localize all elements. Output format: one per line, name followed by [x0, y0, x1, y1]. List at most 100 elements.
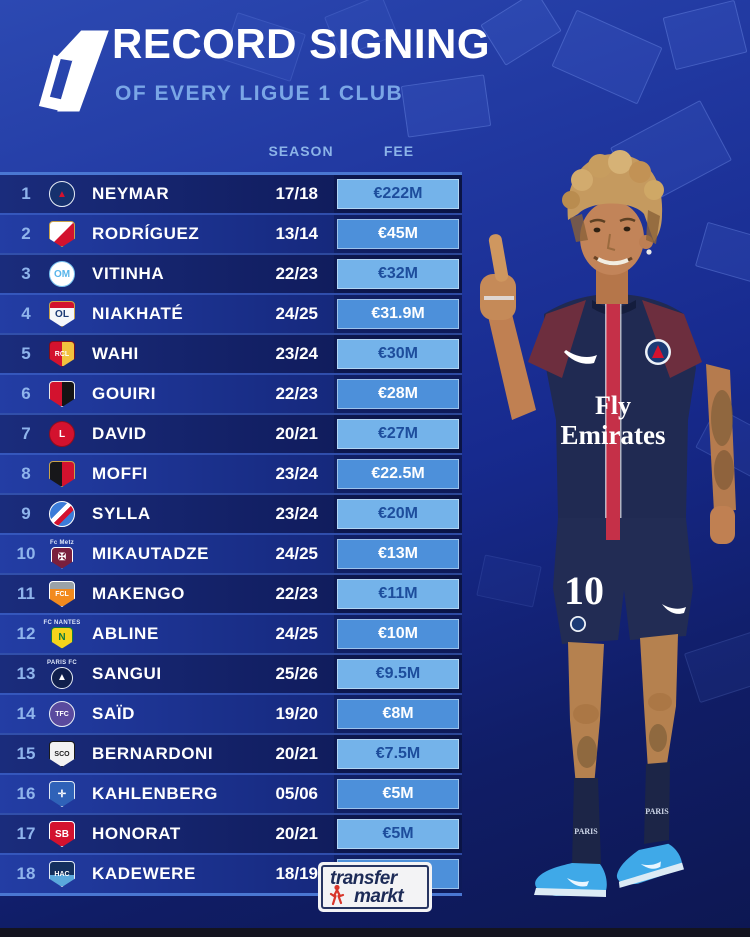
brand-text-transfer: transfer [330, 868, 397, 889]
club-crest: ▲ [44, 175, 80, 213]
rank-number: 18 [16, 864, 36, 883]
player-name: DAVID [92, 424, 147, 443]
column-header-season: SEASON [268, 143, 334, 159]
paris-saint-germain-crest-icon: ▲ [49, 181, 75, 207]
rank-number: 15 [16, 744, 36, 763]
banknote-shape [662, 0, 748, 71]
table-row-olympique-lyon: 4 OL NIAKHATÉ 24/25 €31.9M [0, 293, 462, 333]
ligue-1-logo [38, 30, 109, 112]
fee-badge: €8M [337, 699, 459, 729]
season-value: 05/06 [275, 784, 318, 803]
club-crest-caption: Fc Metz [49, 539, 75, 546]
season-value: 20/21 [275, 824, 318, 843]
player-name: MAKENGO [92, 584, 185, 603]
table-row-rc-lens: 5 RCL WAHI 23/24 €30M [0, 333, 462, 373]
season-value: 23/24 [275, 464, 318, 483]
season-value: 22/23 [275, 264, 318, 283]
fee-badge: €20M [337, 499, 459, 529]
table-row-stade-rennais: 6 GOUIRI 22/23 €28M [0, 373, 462, 413]
fee-badge: €27M [337, 419, 459, 449]
player-name: ABLINE [92, 624, 159, 643]
player-name: VITINHA [92, 264, 165, 283]
table-row-fc-nantes: 12 FC NANTES N ABLINE 24/25 €10M [0, 613, 462, 653]
toulouse-fc-crest-icon: TFC [49, 701, 75, 727]
fee-badge: €7.5M [337, 739, 459, 769]
club-crest: L [44, 415, 80, 453]
fee-badge: €222M [337, 179, 459, 209]
player-name: RODRÍGUEZ [92, 224, 200, 243]
rank-number: 1 [21, 184, 31, 203]
rank-number: 6 [21, 384, 31, 403]
rc-strasbourg-crest-icon [49, 501, 75, 527]
season-value: 22/23 [275, 584, 318, 603]
fee-badge: €11M [337, 579, 459, 609]
club-crest: FC NANTES N [43, 615, 81, 653]
angers-sco-crest-icon: SCO [49, 741, 75, 767]
transfermarkt-logo-frame [321, 865, 429, 909]
player-name: GOUIRI [92, 384, 157, 403]
table-row-aj-auxerre: 16 ✛ KAHLENBERG 05/06 €5M [0, 773, 462, 813]
club-crest: OL [44, 295, 80, 333]
rank-number: 13 [16, 664, 36, 683]
season-value: 19/20 [275, 704, 318, 723]
olympique-lyon-crest-icon: OL [49, 301, 75, 327]
club-crest [44, 215, 80, 253]
table-row-rc-strasbourg: 9 SYLLA 23/24 €20M [0, 493, 462, 533]
club-crest [44, 455, 80, 493]
season-value: 24/25 [275, 304, 318, 323]
table-row-fc-metz: 10 Fc Metz ✠ MIKAUTADZE 24/25 €13M [0, 533, 462, 573]
table-row-fc-lorient: 11 FCL MAKENGO 22/23 €11M [0, 573, 462, 613]
ogc-nice-crest-icon [49, 461, 75, 487]
rank-number: 11 [17, 584, 35, 603]
table-row-angers-sco: 15 SCO BERNARDONI 20/21 €7.5M [0, 733, 462, 773]
season-value: 17/18 [275, 184, 318, 203]
rank-number: 9 [21, 504, 31, 523]
season-value: 25/26 [275, 664, 318, 683]
club-crest: ✛ [44, 775, 80, 813]
fee-badge: €5M [337, 779, 459, 809]
stade-rennais-crest-icon [49, 381, 75, 407]
paris-fc-crest-icon: ▲ [51, 666, 73, 689]
table-row-losc-lille: 7 L DAVID 20/21 €27M [0, 413, 462, 453]
rank-number: 4 [21, 304, 31, 323]
player-name: SYLLA [92, 504, 151, 523]
sock-text-left: PARIS [574, 827, 598, 836]
season-value: 13/14 [275, 224, 318, 243]
club-crest: OM [44, 255, 80, 293]
fee-badge: €9.5M [337, 659, 459, 689]
table-row-paris-fc: 13 PARIS FC ▲ SANGUI 25/26 €9.5M [0, 653, 462, 693]
season-value: 24/25 [275, 624, 318, 643]
page-title: RECORD SIGNING [112, 20, 491, 67]
table-row-as-monaco: 2 RODRÍGUEZ 13/14 €45M [0, 213, 462, 253]
club-crest: PARIS FC ▲ [44, 655, 80, 693]
club-crest-caption: FC NANTES [43, 619, 81, 626]
as-monaco-crest-icon [49, 221, 75, 247]
club-crest-caption: PARIS FC [47, 659, 77, 666]
rank-number: 17 [16, 824, 36, 843]
player-name: NEYMAR [92, 184, 170, 203]
brand-text-markt: markt [354, 886, 404, 907]
club-crest: FCL [44, 575, 80, 613]
rank-number: 7 [21, 424, 31, 443]
player-name: SANGUI [92, 664, 162, 683]
season-value: 23/24 [275, 344, 318, 363]
fee-badge: €31.9M [337, 299, 459, 329]
player-name: SAÏD [92, 704, 136, 723]
club-crest: TFC [44, 695, 80, 733]
column-header-fee: FEE [383, 143, 415, 159]
rank-number: 8 [21, 464, 31, 483]
fee-badge: €22.5M [337, 459, 459, 489]
record-signings-table: 1 ▲ NEYMAR 17/18 €222M 2 RODRÍGUEZ 13/14… [0, 172, 462, 896]
player-name: KAHLENBERG [92, 784, 218, 803]
club-crest: SB [44, 815, 80, 853]
sock-text-right: PARIS [645, 807, 669, 816]
aj-auxerre-crest-icon: ✛ [49, 781, 75, 807]
table-row-olympique-marseille: 3 OM VITINHA 22/23 €32M [0, 253, 462, 293]
page-subtitle: OF EVERY LIGUE 1 CLUB [115, 82, 404, 105]
rank-number: 12 [16, 624, 36, 643]
olympique-marseille-crest-icon: OM [49, 261, 75, 287]
fc-lorient-crest-icon: FCL [49, 581, 75, 607]
rank-number: 2 [21, 224, 31, 243]
season-value: 22/23 [275, 384, 318, 403]
